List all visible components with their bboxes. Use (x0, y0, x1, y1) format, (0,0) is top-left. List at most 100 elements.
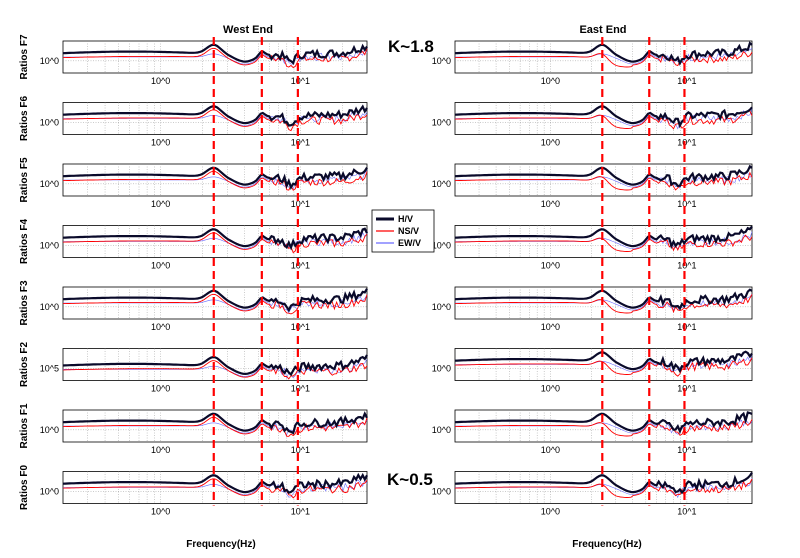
series-ns-line (455, 294, 753, 314)
y-tick-label: 10^0 (432, 363, 451, 373)
panel-east-5: 10^0 10^0 10^1 (432, 348, 753, 394)
panel-west-1: Ratios F6 10^0 10^0 10^1 (19, 96, 368, 148)
series-hv-line (454, 288, 753, 311)
x-tick-label: 10^1 (677, 76, 696, 86)
west-end-title: West End (223, 24, 273, 36)
x-tick-label: 10^0 (541, 322, 560, 332)
series-hv-line (454, 471, 753, 495)
y-axis-label: Ratios F7 (19, 34, 30, 79)
series-hv-line (62, 43, 368, 65)
panel-east-2: 10^0 10^0 10^1 (432, 163, 753, 209)
panel-west-7: Ratios F0 10^0 10^0 10^1 (19, 465, 368, 517)
x-tick-label: 10^0 (151, 199, 170, 209)
y-tick-label: 10^0 (432, 117, 451, 127)
x-tick-label: 10^0 (151, 261, 170, 271)
panel-frame (62, 163, 368, 197)
panel-west-3: Ratios F4 10^0 10^0 10^1 (19, 219, 368, 271)
k-annotation-bottom: K~0.5 (387, 470, 433, 489)
series-ns-line (63, 170, 368, 191)
y-tick-label: 10^0 (40, 240, 59, 250)
y-axis-label: Ratios F0 (19, 465, 30, 510)
y-axis-label: Ratios F1 (19, 403, 30, 448)
panel-west-4: Ratios F3 10^0 10^0 10^1 (19, 280, 368, 332)
series-hv-line (454, 350, 753, 374)
series-ns-line (63, 232, 368, 254)
x-tick-label: 10^1 (291, 76, 310, 86)
panel-east-1: 10^0 10^0 10^1 (432, 102, 753, 148)
y-axis-label: Ratios F2 (19, 342, 30, 387)
y-tick-label: 10^0 (432, 486, 451, 496)
x-tick-label: 10^1 (291, 384, 310, 394)
x-tick-label: 10^0 (541, 384, 560, 394)
east-x-axis-label: Frequency(Hz) (572, 539, 641, 550)
legend-label: EW/V (398, 238, 421, 248)
series-hv-line (62, 227, 368, 251)
panel-east-3: 10^0 10^0 10^1 (432, 225, 753, 271)
series-ns-line (63, 478, 368, 499)
series-hv-line (454, 411, 753, 434)
x-tick-label: 10^0 (541, 261, 560, 271)
series-hv-line (454, 105, 753, 129)
x-tick-label: 10^1 (677, 138, 696, 148)
series-hv-line (62, 288, 368, 313)
panel-east-6: 10^0 10^0 10^1 (432, 409, 753, 455)
x-tick-label: 10^1 (677, 322, 696, 332)
y-axis-label: Ratios F3 (19, 280, 30, 325)
y-tick-label: 10^0 (40, 486, 59, 496)
x-tick-label: 10^0 (151, 507, 170, 517)
y-tick-label: 10^0 (40, 425, 59, 435)
x-tick-label: 10^1 (291, 261, 310, 271)
y-tick-label: 10^0 (432, 425, 451, 435)
west-x-axis-label: Frequency(Hz) (186, 539, 255, 550)
x-tick-label: 10^0 (541, 199, 560, 209)
series-hv-line (62, 472, 368, 495)
x-tick-label: 10^0 (151, 138, 170, 148)
x-tick-label: 10^1 (291, 138, 310, 148)
x-tick-label: 10^0 (151, 76, 170, 86)
y-tick-label: 10^5 (40, 363, 59, 373)
k-annotation-top: K~1.8 (388, 37, 434, 56)
series-ns-line (455, 50, 753, 68)
x-tick-label: 10^0 (541, 76, 560, 86)
series-hv-line (454, 41, 753, 66)
x-tick-label: 10^1 (291, 507, 310, 517)
y-tick-label: 10^0 (40, 179, 59, 189)
y-tick-label: 10^0 (432, 179, 451, 189)
series-ns-line (63, 416, 368, 437)
x-tick-label: 10^1 (291, 199, 310, 209)
panel-east-0: 10^0 10^0 10^1 (432, 40, 753, 86)
series-hv-line (454, 225, 753, 250)
series-ns-line (63, 109, 368, 132)
panel-west-6: Ratios F1 10^0 10^0 10^1 (19, 403, 368, 455)
y-axis-label: Ratios F5 (19, 157, 30, 202)
y-tick-label: 10^0 (40, 56, 59, 66)
x-tick-label: 10^1 (291, 445, 310, 455)
series-hv-line (62, 166, 368, 191)
panel-west-0: Ratios F7 10^0 10^0 10^1 (19, 34, 368, 86)
series-ns-line (63, 47, 368, 69)
y-axis-label: Ratios F6 (19, 96, 30, 141)
series-hv-line (62, 354, 368, 377)
series-hv-line (62, 411, 368, 435)
x-tick-label: 10^1 (677, 199, 696, 209)
x-tick-label: 10^1 (677, 507, 696, 517)
x-tick-label: 10^1 (291, 322, 310, 332)
panel-east-7: 10^0 10^0 10^1 (432, 471, 753, 517)
reference-lines (212, 37, 686, 506)
east-end-title: East End (579, 24, 626, 36)
series-ns-line (455, 419, 753, 437)
y-tick-label: 10^0 (432, 240, 451, 250)
y-axis-label: Ratios F4 (19, 219, 30, 264)
x-tick-label: 10^0 (541, 445, 560, 455)
x-tick-label: 10^1 (677, 261, 696, 271)
series-ns-line (63, 293, 368, 315)
x-tick-label: 10^0 (151, 445, 170, 455)
panel-west-2: Ratios F5 10^0 10^0 10^1 (19, 157, 368, 209)
panels: Ratios F7 10^010^0 10^110^010^0 10^1Ratios … (19, 34, 753, 517)
y-tick-label: 10^0 (432, 56, 451, 66)
series-hv-line (454, 164, 753, 188)
legend-label: H/V (398, 214, 413, 224)
x-tick-label: 10^0 (151, 322, 170, 332)
legend-label: NS/V (398, 226, 419, 236)
